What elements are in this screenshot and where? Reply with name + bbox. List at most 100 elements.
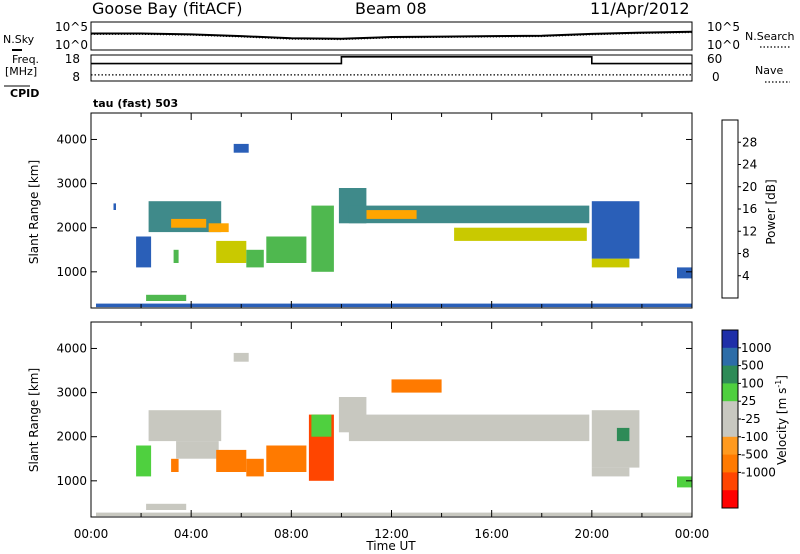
velocity-ticks: 1000 2000 3000 4000 00:00 04:00 08:00 12:00 16:0…: [56, 322, 709, 541]
velocity-colorbar-swatch-4: [722, 401, 738, 420]
power-region-15: [591, 201, 640, 259]
cpid-value: tau (fast) 503: [93, 97, 179, 110]
velocity-region-13: [591, 410, 640, 468]
velocity-ytick-label-2: 3000: [56, 386, 87, 400]
velocity-region-8: [311, 414, 332, 437]
freq-series-line: [91, 56, 692, 65]
nave-right-tick-top: 60: [707, 52, 722, 66]
velocity-region-2: [171, 458, 179, 472]
velocity-region-18: [96, 512, 692, 517]
power-region-0: [113, 203, 116, 210]
time-tick-label-6: 00:00: [675, 527, 710, 541]
freq-panel-frame: [90, 54, 693, 82]
velocity-region-5: [246, 458, 264, 477]
velocity-region-14: [616, 427, 630, 442]
power-colorbar-tick-label-1: 8: [742, 247, 750, 261]
power-region-16: [233, 143, 249, 153]
velocity-ytick-label-0: 1000: [56, 474, 87, 488]
velocity-panel: 1000 2000 3000 4000 00:00 04:00 08:00 12:00 16:0…: [27, 321, 789, 553]
time-tick-label-2: 08:00: [274, 527, 309, 541]
power-marks: [96, 143, 692, 308]
velocity-colorbar-swatch-5: [722, 419, 738, 438]
velocity-colorbar-swatch-6: [722, 436, 738, 456]
velocity-colorbar-label-sup: -1: [774, 380, 783, 388]
time-tick-label-5: 20:00: [575, 527, 610, 541]
station-title: Goose Bay (fitACF): [92, 0, 243, 18]
date-title: 11/Apr/2012: [590, 0, 690, 18]
time-tick-label-3: 12:00: [374, 527, 409, 541]
power-region-7: [246, 249, 264, 268]
noise-left-tick-top: 10^5: [55, 20, 88, 34]
velocity-region-15: [233, 352, 249, 362]
velocity-colorbar-label: Velocity [m s-1]: [774, 375, 789, 465]
power-ytick-label-0: 1000: [56, 265, 87, 279]
velocity-colorbar-tick-label-5: -100: [741, 430, 768, 444]
power-region-4: [173, 249, 179, 263]
velocity-colorbar-tick-label-3: 25: [741, 394, 756, 408]
velocity-marks: [96, 352, 692, 517]
noise-left-tick-bottom: 10^0: [55, 38, 88, 52]
velocity-region-0: [136, 445, 152, 477]
velocity-colorbar-swatch-0: [722, 330, 738, 349]
power-colorbar: 4 8 12 16 20 24 28: [721, 119, 757, 299]
power-colorbar-tick-label-6: 28: [742, 135, 757, 149]
power-colorbar-tick-label-0: 4: [742, 269, 750, 283]
velocity-colorbar-swatch-2: [722, 365, 738, 384]
velocity-colorbar-swatch-1: [722, 347, 738, 367]
velocity-colorbar-swatch-3: [722, 383, 738, 402]
nsky-label: N.Sky: [3, 33, 35, 46]
time-axis-label: Time UT: [365, 539, 416, 553]
power-colorbar-label: Power [dB]: [764, 179, 778, 244]
velocity-colorbar-swatch-8: [722, 472, 738, 491]
velocity-colorbar-tick-label-1: 500: [741, 359, 764, 373]
power-region-8: [266, 236, 307, 263]
power-region-6: [216, 240, 247, 263]
power-region-1: [136, 236, 152, 268]
velocity-colorbar-tick-label-0: 1000: [741, 341, 772, 355]
velocity-region-11: [391, 379, 442, 393]
power-ytick-label-2: 3000: [56, 177, 87, 191]
velocity-colorbar-label-main: Velocity [m s: [775, 388, 789, 465]
noise-panel: 10^5 10^0 10^5 10^0: [55, 20, 740, 52]
power-region-17: [677, 267, 692, 279]
velocity-colorbar-label-end: ]: [775, 375, 789, 380]
power-region-3: [171, 218, 207, 228]
velocity-region-4: [216, 449, 247, 472]
cpid-label: CPID: [10, 87, 40, 100]
nsearch-label: N.Search: [745, 30, 795, 43]
power-ticks: 1000 2000 3000 4000: [56, 113, 693, 308]
freq-left-tick-top: 18: [65, 52, 80, 66]
velocity-colorbar-tick-label-6: -500: [741, 448, 768, 462]
velocity-region-12: [591, 467, 630, 477]
freq-label: Freq.: [12, 53, 40, 66]
velocity-region-10: [348, 414, 590, 442]
power-ytick-label-1: 2000: [56, 221, 87, 235]
power-region-18: [146, 294, 187, 301]
noise-panel-frame: [90, 21, 693, 51]
velocity-region-3: [176, 441, 219, 459]
time-tick-label-4: 16:00: [474, 527, 509, 541]
power-region-13: [454, 227, 587, 241]
freq-nave-panel: 18 8 60 0: [65, 52, 723, 84]
power-ylabel: Slant Range [km]: [27, 160, 41, 264]
velocity-ytick-label-1: 2000: [56, 430, 87, 444]
velocity-region-17: [146, 503, 187, 510]
time-tick-label-0: 00:00: [74, 527, 109, 541]
velocity-colorbar-tick-label-2: 100: [741, 376, 764, 390]
nsky-series-line: [91, 30, 693, 40]
power-colorbar-tick-label-2: 12: [742, 224, 757, 238]
power-region-12: [366, 210, 417, 219]
power-colorbar-tick-label-3: 16: [742, 202, 757, 216]
velocity-region-6: [266, 445, 307, 472]
noise-right-tick-top: 10^5: [707, 20, 740, 34]
nave-right-tick-bottom: 0: [712, 70, 720, 84]
power-colorbar-frame: [721, 119, 739, 299]
beam-title: Beam 08: [355, 0, 427, 18]
power-ytick-label-3: 4000: [56, 132, 87, 146]
power-panel: 1000 2000 3000 4000 Slant Range [km] 4 8 12 16…: [27, 112, 778, 309]
power-region-14: [591, 258, 630, 268]
velocity-colorbar-tick-label-4: -25: [741, 412, 761, 426]
velocity-ylabel: Slant Range [km]: [27, 368, 41, 472]
velocity-colorbar-tick-label-7: -1000: [741, 465, 776, 479]
